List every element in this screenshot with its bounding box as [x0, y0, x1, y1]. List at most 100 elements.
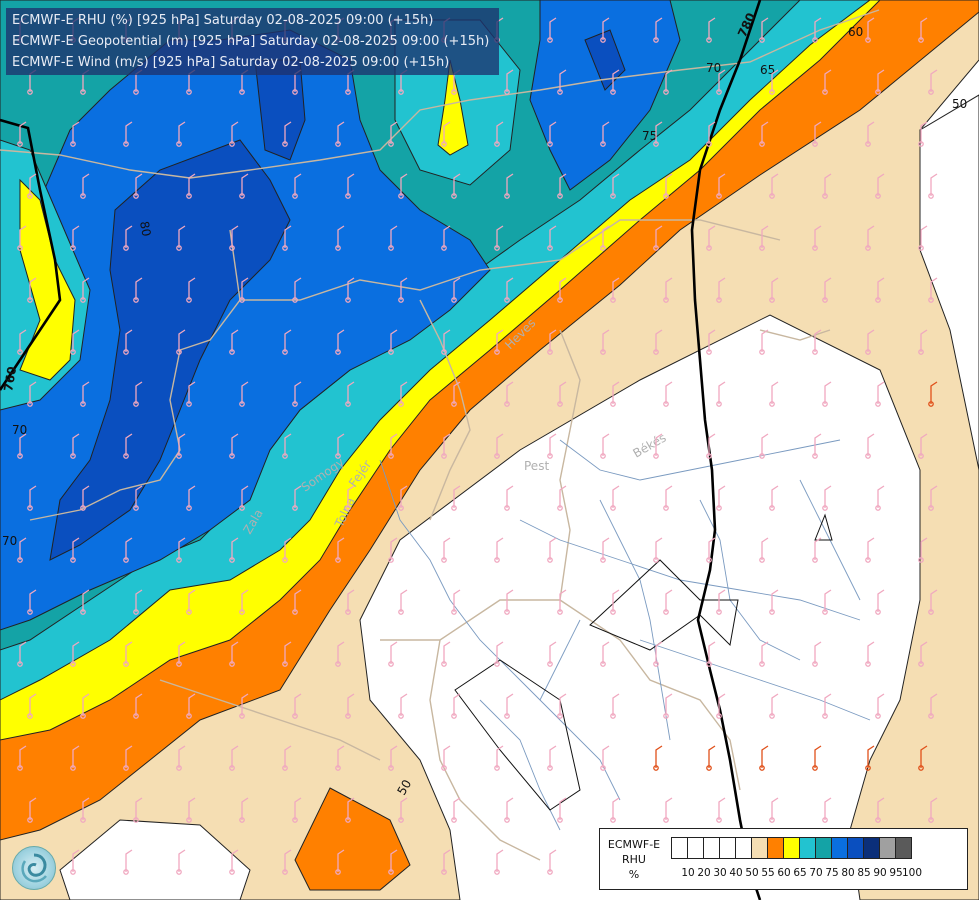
wind-barb-base	[918, 349, 924, 355]
wind-barb	[72, 329, 80, 352]
wind-barb	[559, 797, 567, 820]
wind-barb-base	[282, 453, 288, 459]
wind-barb	[655, 17, 663, 40]
wind-barb-base	[600, 661, 606, 667]
wind-barb-base	[653, 245, 659, 251]
wind-barb-base	[610, 713, 616, 719]
wind-barb	[390, 641, 398, 664]
wind-barb	[347, 173, 355, 196]
wind-barb-base	[398, 505, 404, 511]
wind-barb-base	[547, 141, 553, 147]
wind-barb-base	[451, 193, 457, 199]
wind-barb-base	[27, 297, 33, 303]
wind-barb	[824, 277, 832, 300]
wind-barb	[284, 121, 292, 144]
wind-barb	[549, 641, 557, 664]
wind-barb-base	[345, 297, 351, 303]
wind-barb	[665, 589, 673, 612]
wind-barb-base	[769, 297, 775, 303]
wind-barb-base	[441, 349, 447, 355]
wind-barb-base	[812, 453, 818, 459]
wind-barb	[496, 745, 504, 768]
wind-barb-base	[716, 89, 722, 95]
wind-barb-base	[769, 401, 775, 407]
wind-barb	[72, 641, 80, 664]
contour-label: 50	[952, 97, 967, 111]
wind-barb	[496, 537, 504, 560]
wind-barb	[188, 381, 196, 404]
wind-barb-base	[812, 765, 818, 771]
wind-barb	[337, 745, 345, 768]
wind-barb-base	[239, 297, 245, 303]
wind-barb	[824, 797, 832, 820]
wind-barb-base	[875, 297, 881, 303]
wind-barb	[771, 69, 779, 92]
wind-barb-base	[388, 661, 394, 667]
wind-barb	[824, 693, 832, 716]
wind-barb-base	[186, 297, 192, 303]
legend-swatch	[671, 837, 688, 859]
wind-barb-base	[176, 453, 182, 459]
wind-barb-base	[441, 141, 447, 147]
legend-tick-label: 70	[809, 867, 823, 879]
wind-barb-base	[769, 713, 775, 719]
wind-barb	[443, 537, 451, 560]
wind-barb-base	[335, 453, 341, 459]
wind-barb-base	[600, 557, 606, 563]
wind-barb	[188, 693, 196, 716]
wind-barb	[559, 173, 567, 196]
wind-barb-base	[451, 89, 457, 95]
wind-barb-base	[388, 245, 394, 251]
wind-barb-base	[441, 869, 447, 875]
wind-barb	[930, 173, 938, 196]
wind-barb	[188, 797, 196, 820]
wind-barb-base	[292, 89, 298, 95]
wind-barb-base	[547, 869, 553, 875]
wind-barb-base	[451, 297, 457, 303]
wind-barb	[125, 329, 133, 352]
wind-barb-base	[388, 453, 394, 459]
wind-barb	[771, 693, 779, 716]
wind-barb-base	[494, 141, 500, 147]
wind-barb	[82, 589, 90, 612]
wind-barb-base	[759, 349, 765, 355]
wind-barb	[72, 745, 80, 768]
wind-barb-base	[27, 817, 33, 823]
wind-barb	[814, 329, 822, 352]
wind-barb-base	[229, 765, 235, 771]
wind-barb	[920, 537, 928, 560]
wind-barb-base	[176, 141, 182, 147]
wind-barb	[29, 797, 37, 820]
wind-barb	[602, 329, 610, 352]
wind-barb	[867, 433, 875, 456]
legend-swatch	[783, 837, 800, 859]
wind-barb	[496, 433, 504, 456]
wind-barb	[549, 849, 557, 872]
wind-barb	[559, 485, 567, 508]
wind-barb-base	[229, 661, 235, 667]
wind-barb-base	[759, 141, 765, 147]
wind-barb	[506, 277, 514, 300]
title-wind: ECMWF-E Wind (m/s) [925 hPa] Saturday 02…	[12, 55, 450, 70]
legend-tick-label: 75	[825, 867, 839, 879]
wind-barb-base	[610, 505, 616, 511]
wind-barb	[602, 433, 610, 456]
wind-barb-base	[610, 297, 616, 303]
wind-barb	[708, 225, 716, 248]
wind-barb	[771, 381, 779, 404]
wind-barb-base	[706, 661, 712, 667]
wind-barb	[814, 121, 822, 144]
wind-barb-base	[706, 37, 712, 43]
wind-barb-base	[716, 297, 722, 303]
wind-barb-base	[610, 193, 616, 199]
wind-barb-base	[388, 765, 394, 771]
wind-barb-base	[822, 609, 828, 615]
wind-barb-base	[812, 349, 818, 355]
wind-barb-base	[557, 817, 563, 823]
wind-barb	[337, 849, 345, 872]
wind-barb	[655, 641, 663, 664]
wind-barb-base	[292, 817, 298, 823]
wind-barb	[655, 433, 663, 456]
wind-barb-base	[557, 401, 563, 407]
wind-barb	[612, 693, 620, 716]
